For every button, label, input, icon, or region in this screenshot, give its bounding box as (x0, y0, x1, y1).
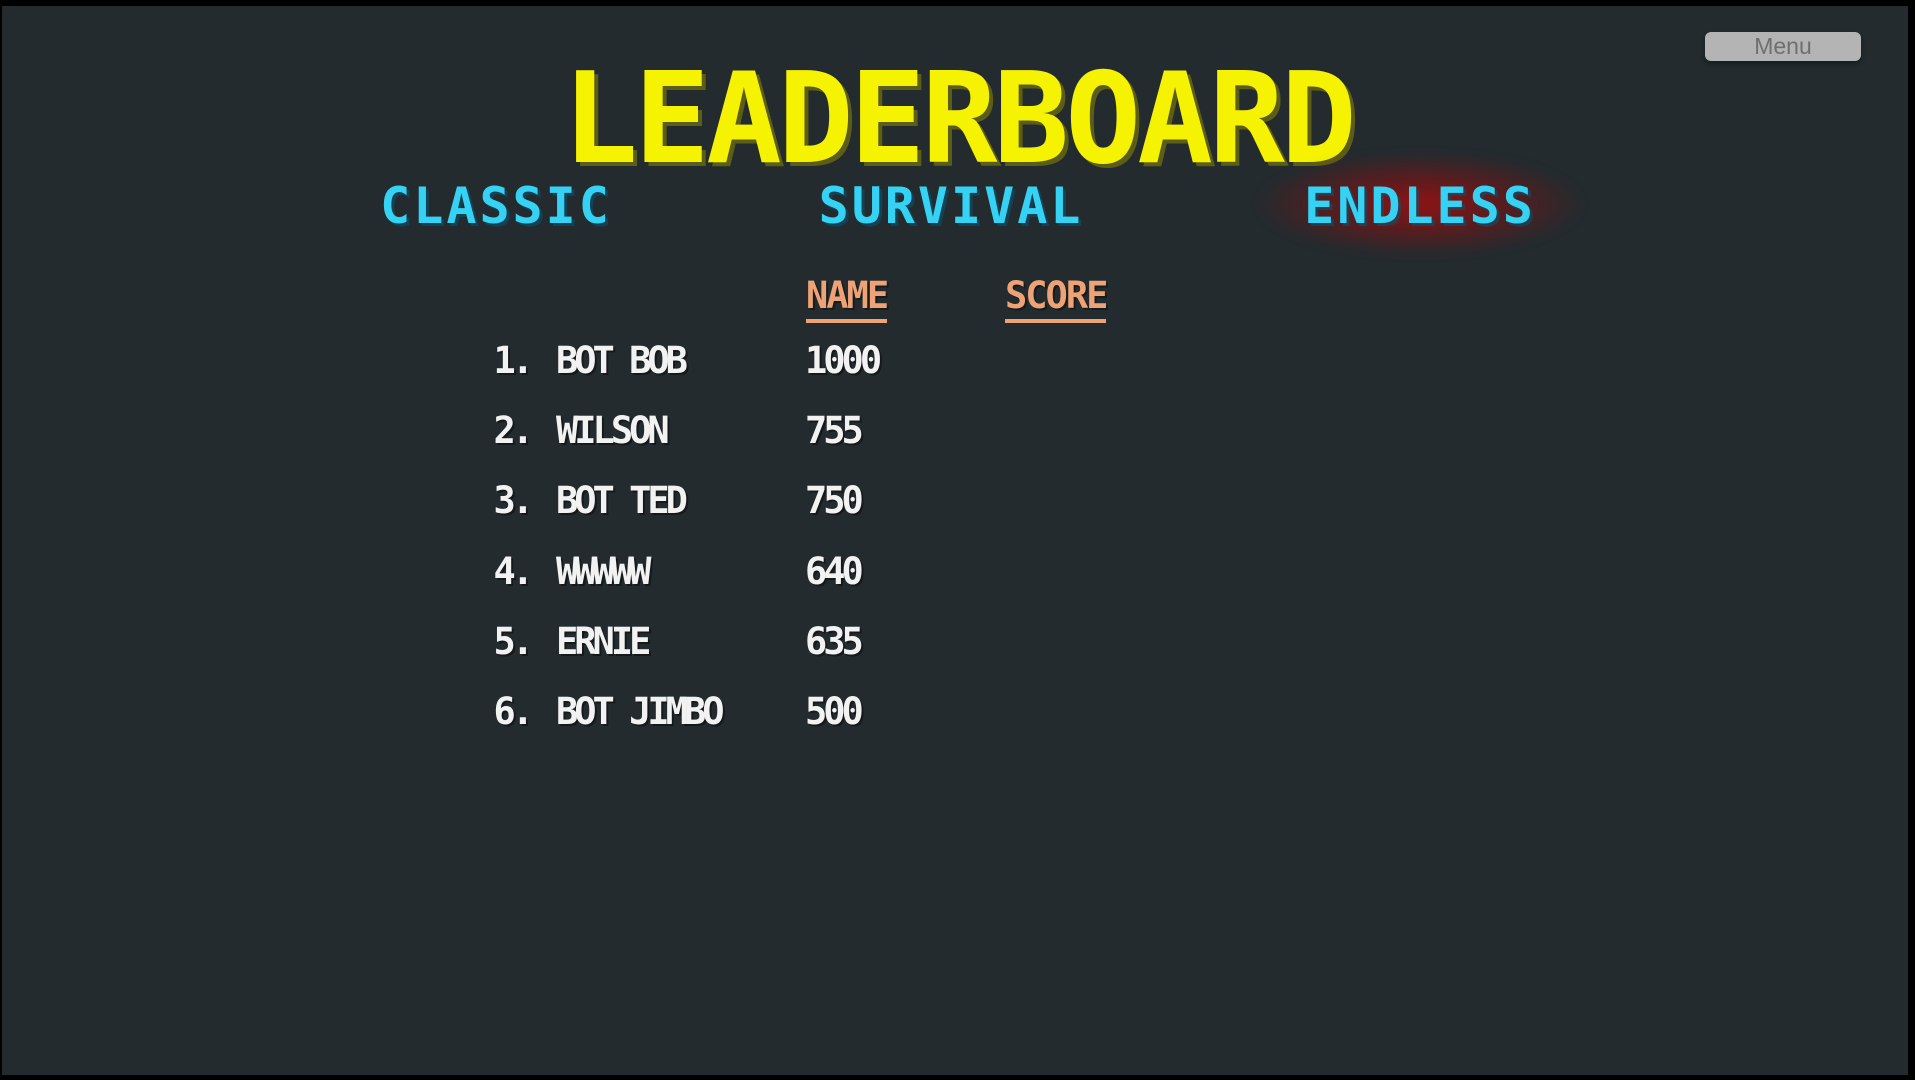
page-title: LEADERBOARD (562, 45, 1356, 192)
row-name: BOT JIMBO (556, 690, 724, 733)
row-name: BOT BOB (556, 339, 688, 382)
row-name: ERNIE (556, 620, 651, 663)
row-rank: 6. (493, 690, 534, 733)
row-score: 750 (805, 479, 864, 522)
table-row: 2. WILSON 755 (0, 396, 1915, 466)
row-rank: 3. (493, 479, 534, 522)
tab-classic[interactable]: CLASSIC (380, 177, 612, 235)
table-row: 4. WWWWW 640 (0, 537, 1915, 607)
row-score: 755 (805, 409, 864, 452)
row-rank: 2. (493, 409, 534, 452)
row-score: 635 (805, 620, 864, 663)
row-rank: 1. (493, 339, 534, 382)
column-header-name: NAME (806, 277, 889, 323)
table-row: 3. BOT TED 750 (0, 466, 1915, 536)
row-rank: 5. (493, 620, 534, 663)
row-rank: 4. (493, 550, 534, 593)
table-row: 1. BOT BOB 1000 (0, 326, 1915, 396)
menu-button[interactable]: Menu (1705, 32, 1861, 61)
table-row: 6. BOT JIMBO 500 (0, 677, 1915, 747)
column-header-score: SCORE (1005, 277, 1108, 323)
screen-background (2, 6, 1908, 1075)
row-score: 1000 (805, 339, 882, 382)
table-row: 5. ERNIE 635 (0, 607, 1915, 677)
row-name: BOT TED (556, 479, 688, 522)
row-name: WILSON (556, 409, 670, 452)
row-score: 500 (805, 690, 864, 733)
row-name: WWWWW (556, 550, 651, 593)
tab-endless[interactable]: ENDLESS (1304, 177, 1536, 235)
tab-survival[interactable]: SURVIVAL (818, 177, 1084, 235)
row-score: 640 (805, 550, 864, 593)
